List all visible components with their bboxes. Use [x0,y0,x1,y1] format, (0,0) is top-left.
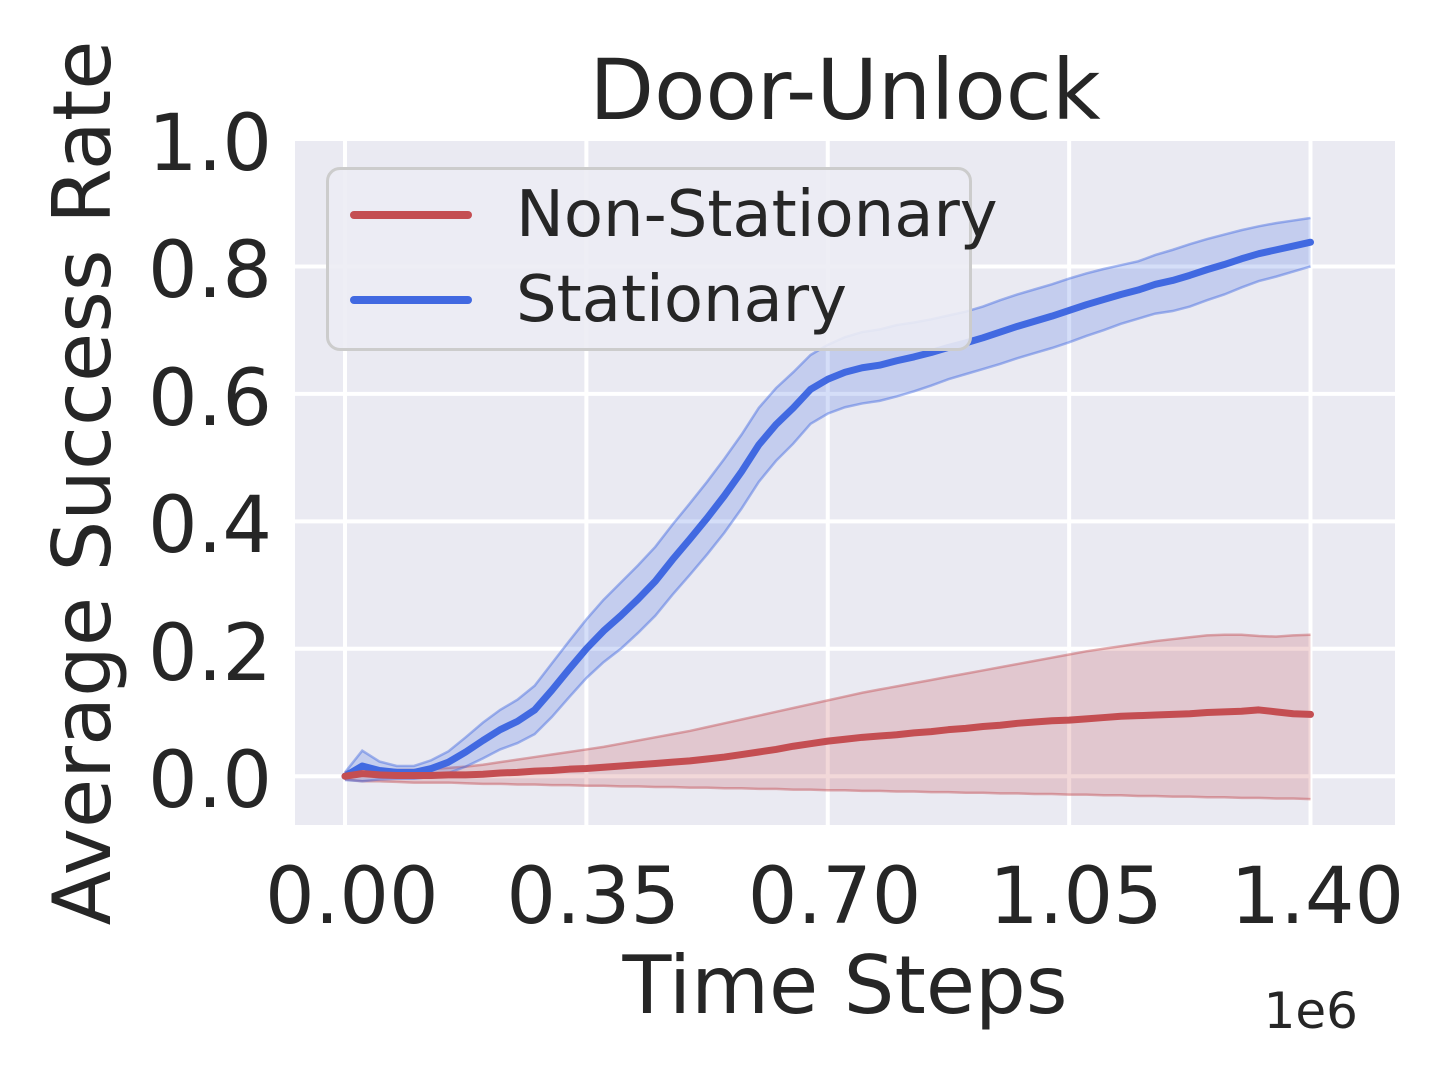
x-tick-label: 1.40 [1230,852,1405,942]
x-tick-label: 1.05 [989,852,1163,942]
y-tick-label: 0.8 [147,226,272,317]
legend-line-sample-non-stationary [350,211,472,219]
x-tick-label: 0.70 [747,852,922,942]
legend-label-non-stationary: Non-Stationary [516,178,998,252]
chart-title: Door-Unlock [589,41,1101,139]
y-tick-label: 0.6 [147,353,272,444]
x-axis-offset-label: 1e6 [1263,982,1358,1040]
y-tick-label: 0.4 [147,481,272,572]
y-tick-label: 0.2 [147,608,272,699]
legend: Non-Stationary Stationary [326,167,998,351]
legend-label-stationary: Stationary [516,263,847,337]
legend-item-stationary: Stationary [329,264,969,336]
y-tick-label: 0.0 [147,736,272,827]
legend-item-non-stationary: Non-Stationary [329,179,998,251]
x-axis-label: Time Steps [622,939,1068,1032]
y-tick-label: 1.0 [147,99,272,189]
x-tick-label: 0.35 [506,852,681,942]
x-tick-label: 0.00 [265,852,439,942]
legend-line-sample-stationary [350,296,472,304]
